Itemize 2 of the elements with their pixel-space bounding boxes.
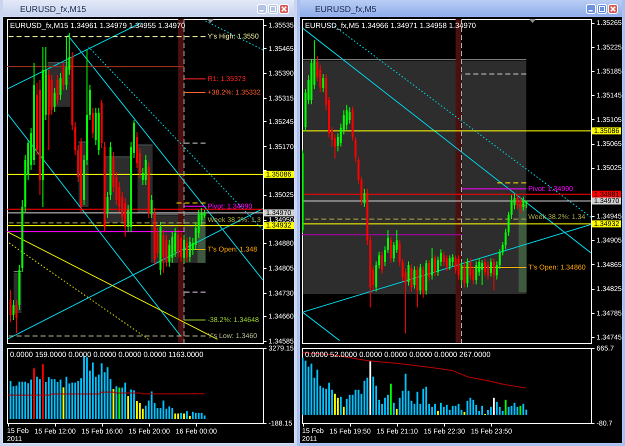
chart-title: EURUSD_fx,M5 [315,4,377,14]
chart-title: EURUSD_fx,M15 [20,4,86,14]
